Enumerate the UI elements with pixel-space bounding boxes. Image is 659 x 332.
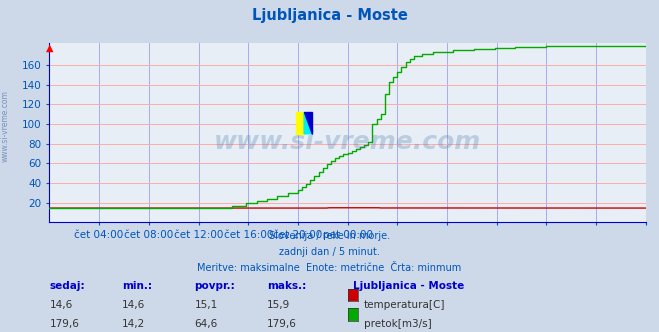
Text: Meritve: maksimalne  Enote: metrične  Črta: minmum: Meritve: maksimalne Enote: metrične Črta…: [198, 263, 461, 273]
Text: 15,9: 15,9: [267, 300, 290, 310]
Text: 179,6: 179,6: [267, 319, 297, 329]
Text: sedaj:: sedaj:: [49, 281, 85, 290]
Text: Slovenija / reke in morje.: Slovenija / reke in morje.: [269, 231, 390, 241]
Text: 14,2: 14,2: [122, 319, 145, 329]
Text: zadnji dan / 5 minut.: zadnji dan / 5 minut.: [279, 247, 380, 257]
Bar: [296, 112, 304, 134]
Polygon shape: [304, 112, 312, 134]
Text: temperatura[C]: temperatura[C]: [364, 300, 445, 310]
Text: povpr.:: povpr.:: [194, 281, 235, 290]
Text: www.si-vreme.com: www.si-vreme.com: [214, 130, 481, 154]
Text: Ljubljanica - Moste: Ljubljanica - Moste: [252, 8, 407, 23]
Text: min.:: min.:: [122, 281, 152, 290]
Text: ▲: ▲: [45, 43, 53, 53]
Text: www.si-vreme.com: www.si-vreme.com: [1, 90, 10, 162]
Text: 179,6: 179,6: [49, 319, 79, 329]
Text: 15,1: 15,1: [194, 300, 217, 310]
Text: Ljubljanica - Moste: Ljubljanica - Moste: [353, 281, 464, 290]
Text: 64,6: 64,6: [194, 319, 217, 329]
Text: 14,6: 14,6: [49, 300, 72, 310]
Polygon shape: [304, 112, 312, 134]
Text: 14,6: 14,6: [122, 300, 145, 310]
Text: maks.:: maks.:: [267, 281, 306, 290]
Text: pretok[m3/s]: pretok[m3/s]: [364, 319, 432, 329]
